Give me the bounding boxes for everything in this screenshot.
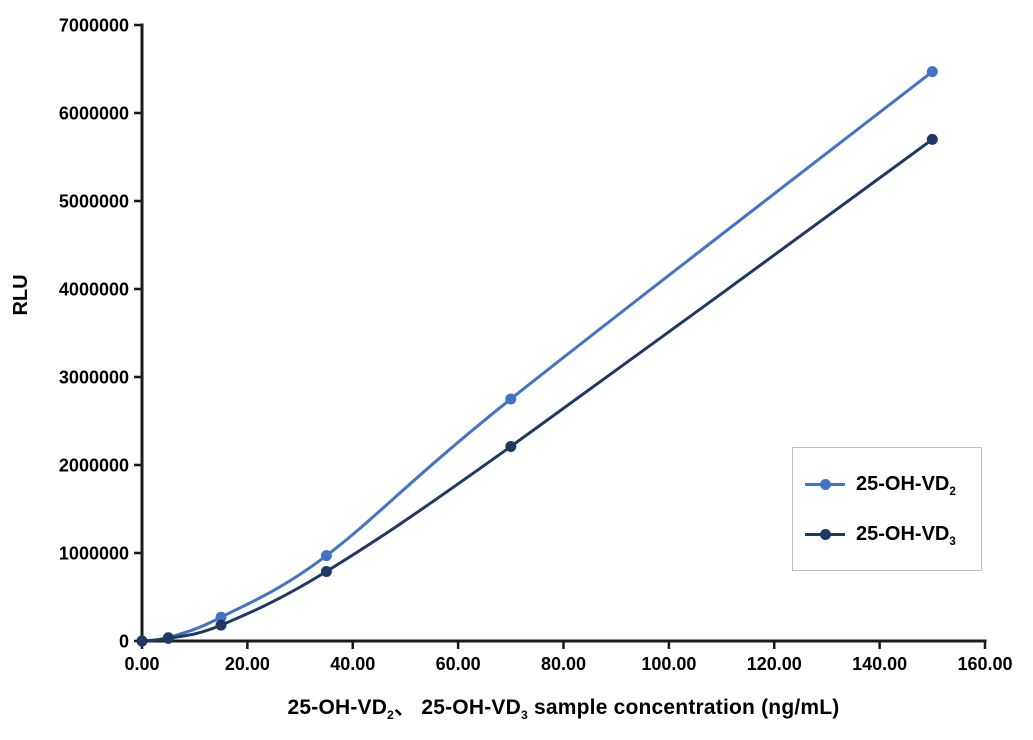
series-line-25-OH-VD3 <box>141 138 934 643</box>
y-tick-label: 3000000 <box>59 368 129 388</box>
series-marker-25-OH-VD3 <box>215 619 227 631</box>
y-tick-label: 2000000 <box>59 456 129 476</box>
label-text: 25-OH-VD <box>287 696 388 719</box>
legend-item-25-OH-VD2: 25-OH-VD2 <box>805 471 981 497</box>
legend-label: 25-OH-VD2 <box>856 472 956 498</box>
x-tick-label: 160.00 <box>957 654 1012 674</box>
series-marker-25-OH-VD2 <box>505 393 517 405</box>
series-marker-25-OH-VD3 <box>505 441 517 453</box>
x-tick-label: 80.00 <box>541 654 586 674</box>
legend-dot <box>819 528 831 540</box>
series-marker-25-OH-VD2 <box>215 611 227 623</box>
x-tick-label: 20.00 <box>225 654 270 674</box>
x-tick-label: 120.00 <box>747 654 802 674</box>
label-text: 、 25-OH-VD <box>394 696 521 719</box>
y-tick-label: 6000000 <box>59 104 129 124</box>
y-axis-title: RLU <box>10 274 32 315</box>
label-subscript: 3 <box>520 708 528 723</box>
x-tick-label: 40.00 <box>330 654 375 674</box>
y-tick-label: 0 <box>119 632 129 652</box>
y-tick-label: 1000000 <box>59 544 129 564</box>
series-marker-25-OH-VD3 <box>926 133 938 145</box>
label-text: 25-OH-VD <box>856 522 950 545</box>
legend-item-25-OH-VD3: 25-OH-VD3 <box>805 521 981 547</box>
y-tick-label: 7000000 <box>59 16 129 36</box>
x-tick-label: 60.00 <box>436 654 481 674</box>
legend-marker-icon <box>805 478 845 490</box>
y-tick-label: 4000000 <box>59 280 129 300</box>
legend: 25-OH-VD2 25-OH-VD3 <box>792 447 982 571</box>
x-tick-label: 0.00 <box>124 654 159 674</box>
label-subscript: 2 <box>949 484 956 498</box>
label-text: sample concentration (ng/mL) <box>527 696 840 719</box>
label-subscript: 2 <box>387 708 395 723</box>
x-tick-label: 140.00 <box>852 654 907 674</box>
series-marker-25-OH-VD2 <box>926 66 938 78</box>
y-tick-label: 5000000 <box>59 192 129 212</box>
x-axis-title: 25-OH-VD2、 25-OH-VD3 sample concentratio… <box>142 691 985 721</box>
x-tick-label: 100.00 <box>641 654 696 674</box>
series-marker-25-OH-VD3 <box>162 632 174 644</box>
series-marker-25-OH-VD3 <box>136 635 148 647</box>
label-subscript: 3 <box>949 534 956 548</box>
series-marker-25-OH-VD2 <box>320 550 332 562</box>
legend-dot <box>819 478 831 490</box>
label-text: 25-OH-VD <box>856 472 950 495</box>
series-marker-25-OH-VD3 <box>320 565 332 577</box>
legend-marker-icon <box>805 528 845 540</box>
series-line-25-OH-VD2 <box>141 70 934 643</box>
legend-label: 25-OH-VD3 <box>856 522 956 548</box>
